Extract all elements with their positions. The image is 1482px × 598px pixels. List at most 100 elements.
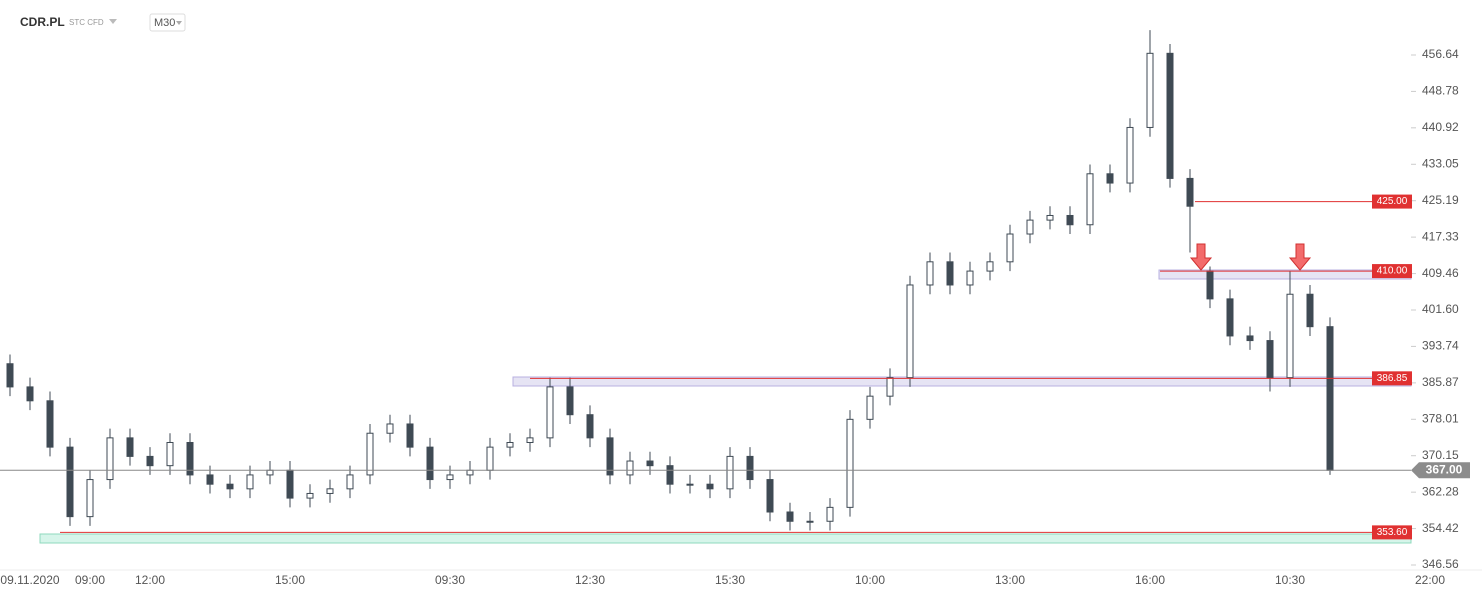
candle-body	[1226, 298, 1234, 337]
level-label: 386.85	[1377, 373, 1408, 384]
level-label: 425.00	[1377, 196, 1408, 207]
candle-body	[426, 446, 434, 481]
candle-body	[746, 455, 754, 481]
candle-body	[1046, 214, 1054, 221]
candle-body	[1126, 126, 1134, 184]
candle-body	[926, 261, 934, 286]
last-price-label: 367.00	[1426, 462, 1463, 476]
x-tick-label: 09:00	[75, 573, 105, 587]
x-tick-label: 16:00	[1135, 573, 1165, 587]
candle-body	[26, 386, 34, 402]
y-tick-label: 378.01	[1422, 411, 1459, 425]
candle-body	[106, 437, 114, 481]
candle-body	[126, 437, 134, 457]
last-price-tag	[1411, 462, 1470, 479]
candle-body	[706, 483, 714, 490]
y-tick-label: 346.56	[1422, 557, 1459, 571]
candle-body	[506, 441, 514, 448]
candle-body	[286, 469, 294, 499]
candle-body	[666, 465, 674, 485]
candle-body	[86, 479, 94, 518]
candle-body	[886, 377, 894, 397]
timeframe: M30	[154, 17, 175, 29]
candle-body	[1286, 293, 1294, 379]
candle-body	[66, 446, 74, 518]
dropdown[interactable]	[109, 19, 117, 24]
candle-body	[546, 386, 554, 439]
candle-body	[166, 441, 174, 467]
candle-body	[446, 474, 454, 481]
candle-body	[46, 400, 54, 448]
candle-body	[906, 284, 914, 379]
candle-body	[306, 492, 314, 499]
candle-body	[846, 418, 854, 508]
candle-body	[206, 474, 214, 485]
y-tick-label: 425.19	[1422, 193, 1459, 207]
y-tick-label: 362.28	[1422, 484, 1459, 498]
x-tick-label: 10:30	[1275, 573, 1305, 587]
y-tick-label: 409.46	[1422, 266, 1459, 280]
timeframe-box[interactable]	[149, 13, 186, 32]
candle-body	[606, 437, 614, 476]
level-tag	[1372, 525, 1412, 540]
candle-body	[766, 479, 774, 513]
y-tick-label: 448.78	[1422, 84, 1459, 98]
candle-body	[326, 488, 334, 494]
candle-body	[806, 520, 814, 523]
candle-body	[246, 474, 254, 490]
candle-body	[826, 506, 834, 522]
candle-body	[366, 432, 374, 476]
x-tick-label: 15:30	[715, 573, 745, 587]
candle-body	[1086, 173, 1094, 226]
candle-body	[1326, 326, 1334, 471]
symbol: CDR.PL	[20, 15, 65, 29]
candle-body	[866, 395, 874, 420]
y-tick-label: 370.15	[1422, 448, 1459, 462]
candle-body	[966, 270, 974, 286]
timeframe-caret	[176, 21, 182, 25]
candle-body	[686, 483, 694, 486]
candle-body	[1306, 293, 1314, 328]
x-tick-label: 09:30	[435, 573, 465, 587]
candle-body	[1066, 214, 1074, 226]
y-tick-label: 401.60	[1422, 302, 1459, 316]
candle-body	[486, 446, 494, 471]
candle-body	[1186, 177, 1194, 207]
y-tick-label: 354.42	[1422, 521, 1459, 535]
candle-body	[1166, 52, 1174, 179]
x-tick-label: 12:30	[575, 573, 605, 587]
candle-body	[986, 261, 994, 272]
candle-body	[406, 423, 414, 448]
candle-body	[226, 483, 234, 490]
level-label: 353.60	[1377, 527, 1408, 538]
level-tag	[1372, 371, 1412, 386]
candle-body	[1106, 173, 1114, 184]
candle-body	[186, 441, 194, 476]
x-tick-label: 09.11.2020	[0, 573, 59, 587]
x-tick-label: 12:00	[135, 573, 165, 587]
candle-body	[346, 474, 354, 490]
candle-body	[586, 414, 594, 439]
level-label: 410.00	[1377, 266, 1408, 277]
candle-body	[1146, 52, 1154, 128]
candle-body	[6, 363, 14, 388]
badges: STC CFD	[69, 18, 104, 27]
level-tag	[1372, 264, 1412, 279]
candle-body	[1206, 270, 1214, 300]
y-tick-label: 440.92	[1422, 120, 1459, 134]
candle-body	[626, 460, 634, 476]
candle-body	[646, 460, 654, 467]
candle-body	[946, 261, 954, 286]
candle-body	[1006, 233, 1014, 263]
zone-353	[39, 533, 1412, 544]
candle-body	[1266, 340, 1274, 379]
x-tick-label: 22:00	[1415, 573, 1445, 587]
y-tick-label: 393.74	[1422, 339, 1459, 353]
candle-body	[1246, 335, 1254, 342]
candle-body	[266, 469, 274, 476]
candle-body	[726, 455, 734, 490]
y-tick-label: 433.05	[1422, 156, 1459, 170]
candle-body	[466, 469, 474, 476]
y-tick-label: 385.87	[1422, 375, 1459, 389]
